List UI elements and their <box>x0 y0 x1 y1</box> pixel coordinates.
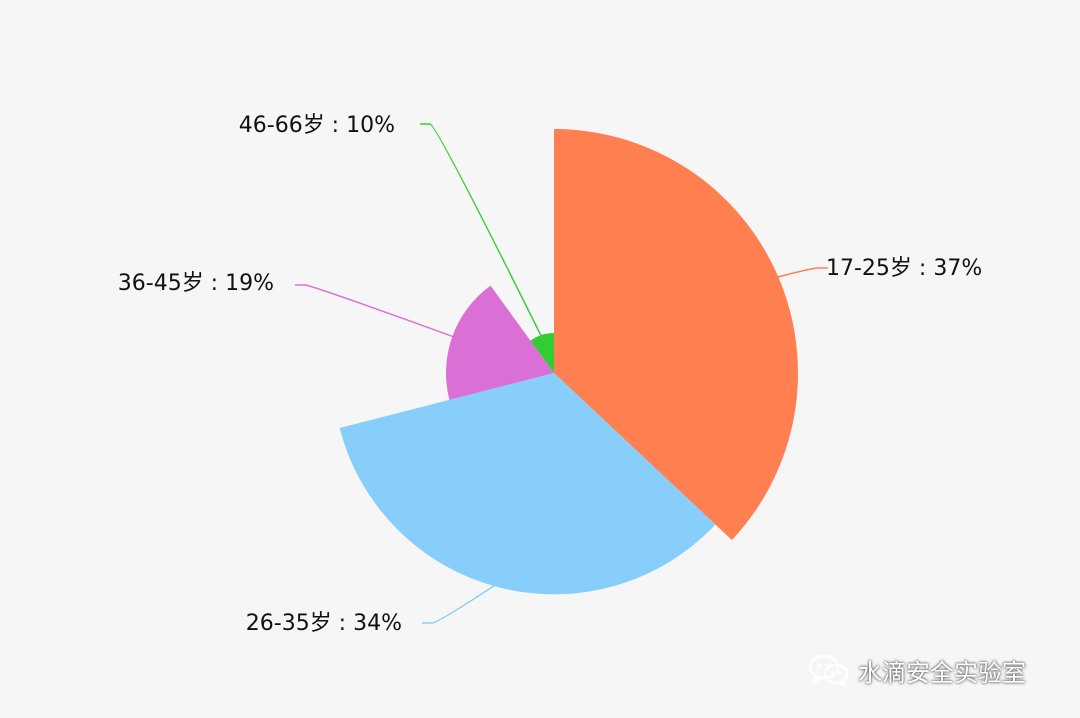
slice-17-25 <box>554 129 799 541</box>
watermark-text: 水滴安全实验室 <box>858 658 1026 687</box>
label-26-35: 26-35岁 : 34% <box>246 611 402 636</box>
leader-line-17-25 <box>772 267 828 280</box>
pie-slices <box>339 129 799 595</box>
label-17-25: 17-25岁 : 37% <box>826 256 982 281</box>
label-46-66: 46-66岁 : 10% <box>239 113 395 138</box>
wechat-icon <box>808 654 849 687</box>
leader-line-46-66 <box>420 123 545 342</box>
leader-line-36-45 <box>295 284 459 340</box>
leader-line-26-35 <box>422 581 501 624</box>
slice-labels: 17-25岁 : 37% 26-35岁 : 34% 36-45岁 : 19% 46-6… <box>118 113 982 636</box>
slice-36-45 <box>445 285 554 400</box>
slice-46-66 <box>530 333 554 373</box>
label-36-45: 36-45岁 : 19% <box>118 271 274 296</box>
watermark: 水滴安全实验室 <box>808 650 1026 690</box>
label-leader-lines <box>295 123 828 624</box>
slice-26-35 <box>339 373 716 595</box>
